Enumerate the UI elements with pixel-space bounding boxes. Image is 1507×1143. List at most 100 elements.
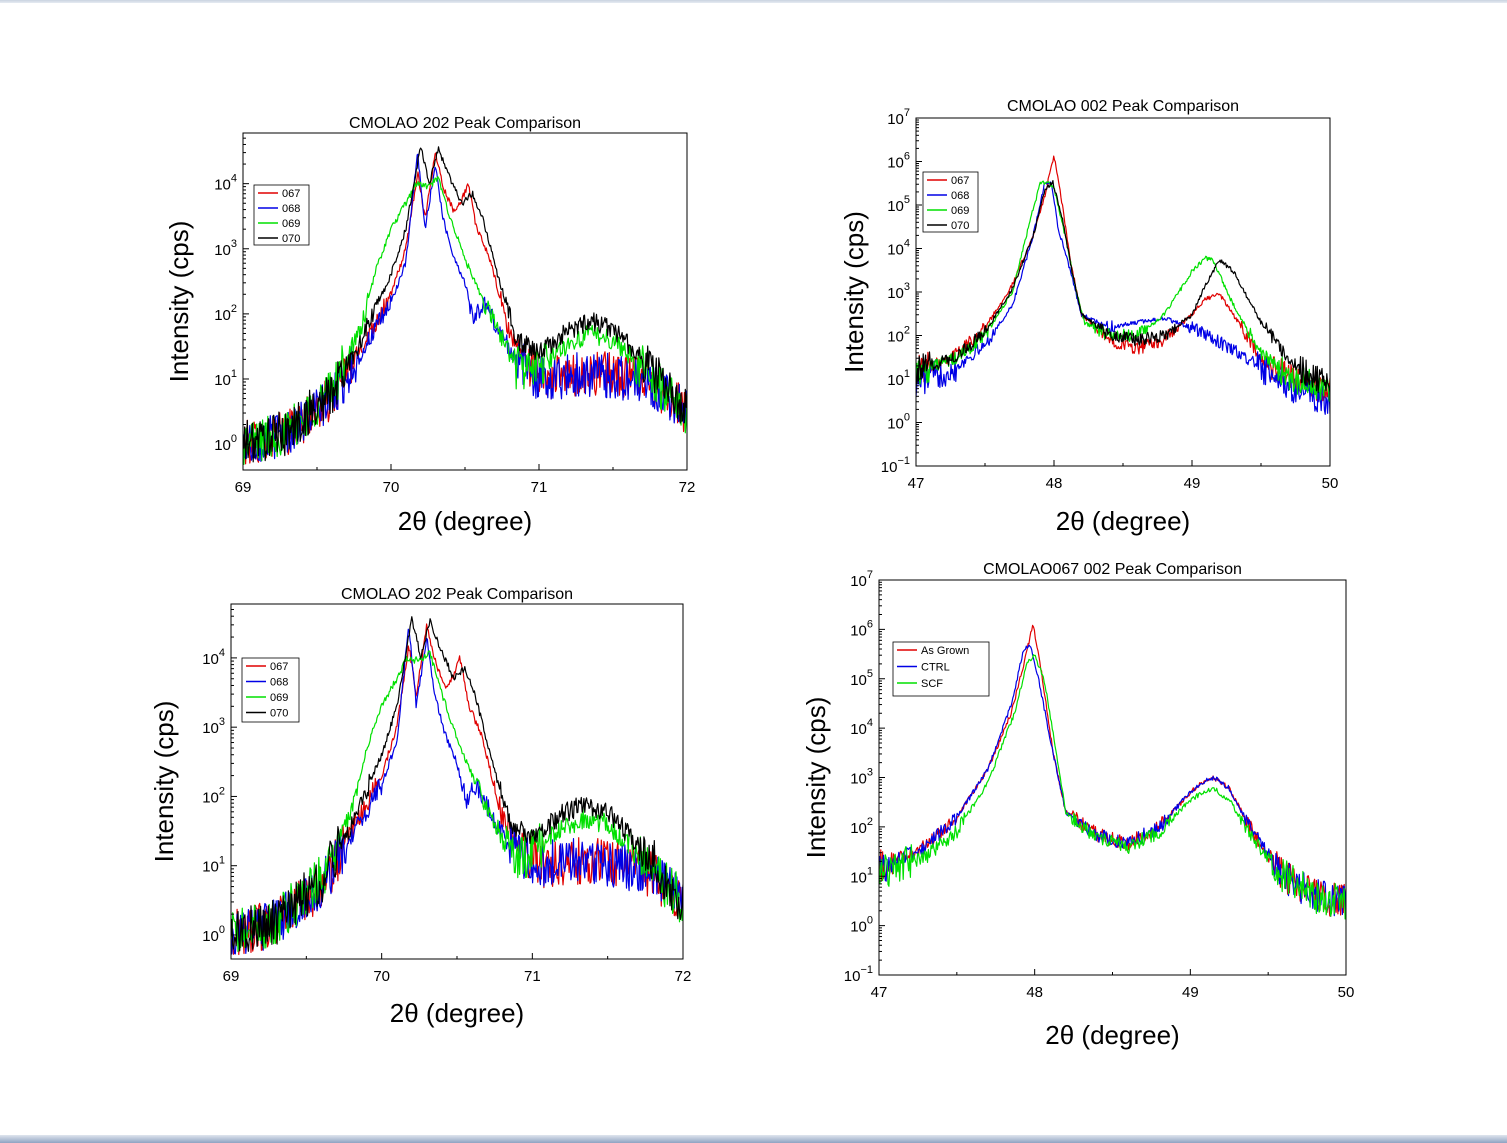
chart-title: CMOLAO 002 Peak Comparison — [1007, 98, 1239, 115]
legend-entry: 067 — [951, 175, 969, 187]
y-tick-base: 10 — [850, 820, 867, 837]
y-tick-exponent: 0 — [231, 433, 237, 445]
y-tick-base: 10 — [850, 672, 867, 689]
legend-entry: 067 — [270, 661, 288, 673]
series-group — [243, 146, 687, 465]
x-tick-label: 69 — [235, 479, 252, 496]
y-tick-label: 10−1 — [844, 964, 873, 985]
y-tick-exponent: 3 — [904, 281, 910, 293]
y-tick-exponent: 0 — [867, 915, 873, 927]
legend-entry: 068 — [282, 203, 300, 215]
y-tick-base: 10 — [214, 307, 231, 324]
y-tick-exponent: −1 — [860, 964, 873, 976]
legend-entry: 070 — [270, 708, 288, 720]
legend-entry: 069 — [282, 218, 300, 230]
y-tick-base: 10 — [887, 285, 904, 302]
y-tick-label: 100 — [887, 412, 910, 433]
y-tick-base: 10 — [202, 720, 219, 737]
y-tick-exponent: 1 — [231, 368, 237, 380]
y-tick-label: 102 — [202, 785, 225, 806]
plot-frame — [878, 579, 1347, 976]
y-tick-label: 101 — [850, 865, 873, 886]
y-tick-label: 106 — [850, 618, 873, 639]
y-tick-label: 103 — [214, 238, 237, 259]
legend-entry: 067 — [282, 188, 300, 200]
legend-entry: 070 — [951, 220, 969, 232]
y-tick-label: 104 — [887, 238, 910, 259]
x-axis-label: 2θ (degree) — [390, 998, 524, 1028]
y-tick-exponent: 6 — [867, 618, 873, 630]
x-axis-label: 2θ (degree) — [398, 506, 532, 536]
legend-entry: 068 — [270, 677, 288, 689]
x-tick-label: 70 — [383, 479, 400, 496]
y-tick-exponent: 0 — [219, 924, 225, 936]
series-line-070 — [243, 146, 687, 463]
y-tick-exponent: 4 — [867, 717, 873, 729]
y-tick-base: 10 — [887, 198, 904, 215]
legend-box — [241, 657, 300, 723]
y-tick-label: 105 — [887, 194, 910, 215]
y-tick-exponent: 3 — [867, 767, 873, 779]
y-tick-base: 10 — [202, 789, 219, 806]
y-tick-base: 10 — [850, 622, 867, 639]
x-tick-label: 72 — [675, 968, 692, 985]
y-tick-base: 10 — [202, 859, 219, 876]
series-line-scf — [879, 654, 1346, 920]
x-tick-label: 69 — [223, 968, 240, 985]
y-tick-label: 100 — [850, 915, 873, 936]
legend-entry: 069 — [951, 205, 969, 217]
x-tick-label: 48 — [1046, 475, 1063, 492]
series-group — [879, 624, 1346, 920]
y-tick-base: 10 — [202, 651, 219, 668]
y-tick-label: 102 — [850, 816, 873, 837]
y-tick-base: 10 — [850, 573, 867, 590]
y-axis-label: Intensity (cps) — [839, 211, 869, 373]
y-tick-label: 101 — [214, 368, 237, 389]
legend-entry: 068 — [951, 190, 969, 202]
y-tick-label: 101 — [202, 855, 225, 876]
y-tick-base: 10 — [887, 242, 904, 259]
y-tick-base: 10 — [887, 155, 904, 172]
legend-entry: 070 — [282, 233, 300, 245]
y-tick-base: 10 — [850, 869, 867, 886]
y-tick-label: 102 — [887, 325, 910, 346]
x-axis-label: 2θ (degree) — [1045, 1020, 1179, 1050]
y-axis-label: Intensity (cps) — [801, 697, 831, 859]
series-group — [916, 155, 1330, 415]
legend: As Grown CTRL SCF — [892, 641, 990, 697]
y-tick-exponent: 0 — [904, 412, 910, 424]
y-tick-base: 10 — [214, 437, 231, 454]
y-tick-label: 105 — [850, 668, 873, 689]
y-tick-base: 10 — [214, 242, 231, 259]
y-tick-base: 10 — [214, 372, 231, 389]
y-tick-exponent: 3 — [231, 238, 237, 250]
y-tick-label: 104 — [202, 647, 225, 668]
legend-box — [253, 184, 310, 246]
x-tick-label: 47 — [871, 984, 888, 1001]
y-tick-base: 10 — [202, 928, 219, 945]
x-tick-label: 71 — [531, 479, 548, 496]
legend-box — [922, 171, 979, 233]
legend: 067 068 069 070 — [253, 184, 310, 246]
y-tick-exponent: 4 — [904, 238, 910, 250]
y-axis-label: Intensity (cps) — [149, 701, 179, 863]
series-line-069 — [243, 176, 687, 465]
plot-frame — [230, 603, 684, 960]
y-tick-exponent: 2 — [867, 816, 873, 828]
y-tick-exponent: 1 — [904, 368, 910, 380]
legend-entry: CTRL — [921, 662, 950, 674]
y-tick-label: 100 — [214, 433, 237, 454]
y-tick-base: 10 — [887, 111, 904, 128]
plot-frame — [915, 117, 1331, 467]
series-line-068 — [916, 181, 1330, 415]
y-tick-exponent: 1 — [867, 865, 873, 877]
x-tick-label: 50 — [1322, 475, 1339, 492]
y-tick-exponent: −1 — [897, 455, 910, 467]
legend: 067 068 069 070 — [241, 657, 300, 723]
series-group — [231, 616, 683, 956]
y-tick-base: 10 — [214, 177, 231, 194]
legend-entry: SCF — [921, 678, 943, 690]
y-tick-base: 10 — [887, 372, 904, 389]
y-axis-label: Intensity (cps) — [164, 221, 194, 383]
